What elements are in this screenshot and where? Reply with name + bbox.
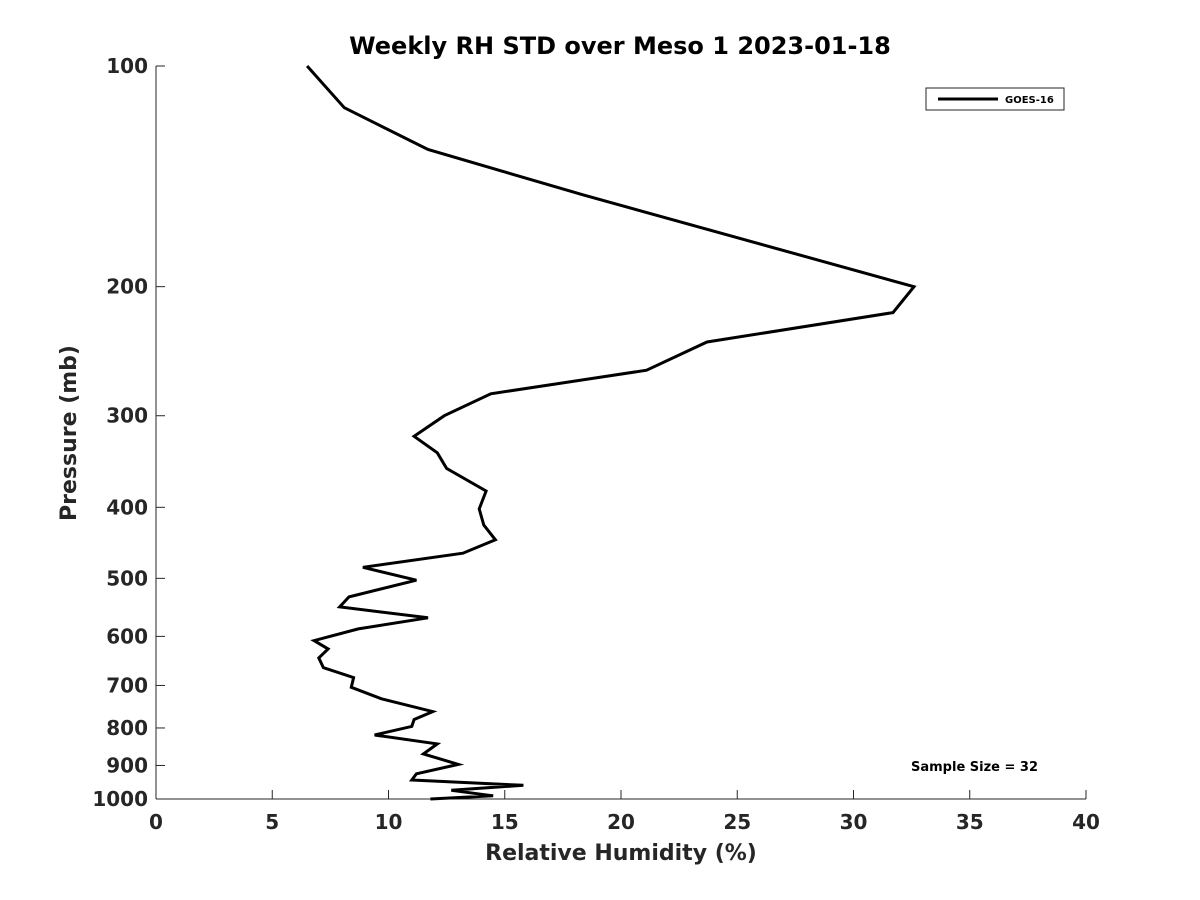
x-tick-label: 10	[375, 810, 403, 834]
y-tick-label: 300	[106, 404, 148, 428]
sample-size-annotation: Sample Size = 32	[911, 760, 1038, 775]
y-tick-label: 400	[106, 495, 148, 519]
y-tick-label: 600	[106, 624, 148, 648]
y-tick-label: 700	[106, 673, 148, 697]
x-tick-label: 15	[491, 810, 519, 834]
x-tick-label: 20	[607, 810, 635, 834]
y-tick-label: 200	[106, 275, 148, 299]
y-axis-label: Pressure (mb)	[57, 345, 82, 521]
y-tick-label: 1000	[92, 787, 148, 811]
y-tick-label: 500	[106, 566, 148, 590]
x-tick-label: 25	[723, 810, 751, 834]
x-tick-label: 0	[149, 810, 163, 834]
legend: GOES-16	[925, 87, 1065, 111]
y-tick-label: 800	[106, 716, 148, 740]
legend-label: GOES-16	[1005, 95, 1054, 106]
y-axis: 100 200 300 400 500 600 700 800 900 1000	[92, 54, 165, 811]
series-line	[305, 65, 917, 801]
x-tick-label: 40	[1072, 810, 1100, 834]
plot-area	[305, 65, 917, 801]
x-tick-label: 35	[956, 810, 984, 834]
y-tick-label: 900	[106, 753, 148, 777]
chart-title: Weekly RH STD over Meso 1 2023-01-18	[349, 32, 891, 60]
x-tick-label: 5	[265, 810, 279, 834]
y-tick-label: 100	[106, 54, 148, 78]
x-axis-label: Relative Humidity (%)	[485, 841, 757, 866]
x-axis: 0 5 10 15 20 25 30 35 40	[149, 790, 1100, 834]
x-tick-label: 30	[840, 810, 868, 834]
